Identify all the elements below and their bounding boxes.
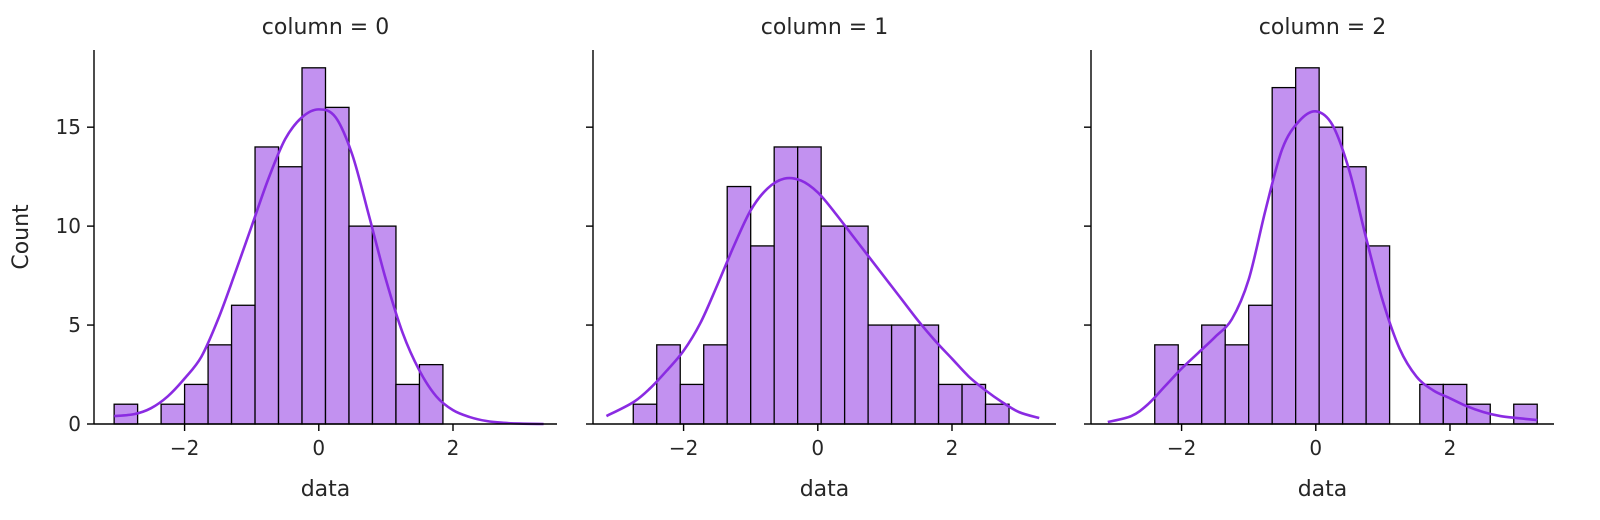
histogram-bar: [703, 344, 728, 425]
x-axis-label: data: [301, 477, 351, 502]
x-axis-label: data: [800, 477, 850, 502]
histogram-bar: [1177, 363, 1203, 425]
histogram-bar: [418, 363, 444, 425]
histogram-bar: [750, 245, 775, 425]
histogram-bar: [984, 403, 1010, 425]
histogram-bar: [773, 146, 799, 425]
histogram-bar: [1224, 344, 1250, 425]
histogram-bar: [656, 344, 681, 425]
histogram-bar: [348, 225, 374, 425]
panel-title: column = 1: [761, 15, 888, 40]
y-tick-label: 5: [68, 313, 81, 337]
x-tick-label: 2: [946, 436, 959, 460]
histogram-bar: [937, 383, 963, 425]
histogram-bar: [207, 344, 233, 425]
facet-panel-1: column = 1 −2 0 2 data: [586, 15, 1056, 502]
histogram-bar: [726, 185, 752, 425]
facet-panel-2: column = 2 −2 0 2 data: [1084, 15, 1554, 502]
x-axis-label: data: [1298, 477, 1348, 502]
histogram-bar: [1318, 126, 1344, 425]
histogram-bar: [1513, 403, 1538, 425]
histogram-bar: [160, 403, 186, 425]
histogram-bar: [961, 383, 987, 425]
x-tick-label: 0: [811, 436, 824, 460]
histogram-bar: [1248, 304, 1273, 425]
kde-curve: [1107, 110, 1538, 424]
histogram-bar: [324, 106, 350, 425]
panel-title: column = 2: [1259, 15, 1386, 40]
y-axis-label: Count: [9, 204, 34, 270]
x-tick-label: −2: [170, 436, 199, 460]
histogram-bar: [371, 225, 397, 425]
y-tick-label: 10: [56, 214, 81, 238]
histogram-bar: [254, 146, 280, 425]
histogram-bar: [679, 383, 705, 425]
kde-curve: [605, 176, 1040, 420]
y-tick-label: 15: [56, 115, 81, 139]
facet-panel-0: column = 0 −2 0 2 0 5 10 15 data Count: [9, 15, 557, 502]
histogram-bar: [395, 383, 421, 425]
histogram-bar: [867, 324, 893, 425]
y-tick-label: 0: [68, 412, 81, 436]
histogram-bar: [632, 403, 658, 425]
x-tick-label: 0: [1309, 436, 1322, 460]
x-tick-label: 2: [447, 436, 460, 460]
kde-curve: [114, 108, 544, 426]
x-tick-label: 0: [312, 436, 325, 460]
histogram-bar: [820, 225, 846, 425]
histogram-bar: [1341, 166, 1367, 425]
x-tick-label: −2: [1167, 436, 1196, 460]
histogram-bar: [890, 324, 916, 425]
histogram-bar: [1365, 245, 1391, 425]
histogram-bar: [277, 166, 303, 425]
histogram-bar: [301, 67, 327, 425]
histogram-bar: [1271, 86, 1297, 425]
histogram-bar: [843, 225, 869, 425]
x-tick-label: 2: [1444, 436, 1457, 460]
panel-title: column = 0: [262, 15, 389, 40]
histogram-bar: [797, 146, 822, 425]
x-tick-label: −2: [669, 436, 698, 460]
histogram-bar: [230, 304, 256, 425]
histogram-bar: [183, 383, 209, 425]
